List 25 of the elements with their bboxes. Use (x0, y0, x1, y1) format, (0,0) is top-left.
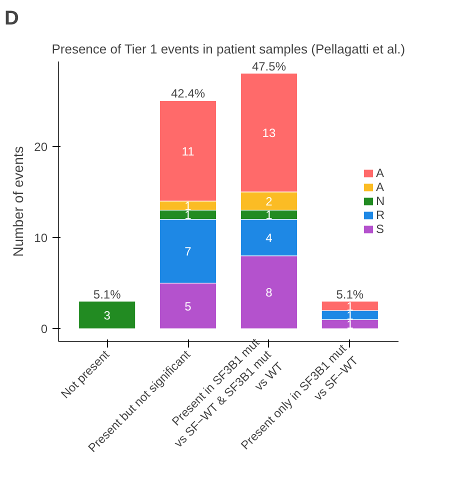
y-tick-label: 20 (34, 140, 48, 154)
legend-label: R (376, 208, 386, 222)
annotation: 5.1% (93, 287, 122, 302)
y-axis-title: Number of events (10, 146, 26, 257)
legend-label: S (376, 222, 386, 236)
data-label: 8 (266, 286, 273, 300)
data-label: 11 (182, 144, 195, 158)
annotation: 47.5% (252, 59, 286, 74)
data-label: 4 (266, 231, 273, 246)
y-tick-label: 10 (34, 231, 48, 246)
text: D (4, 8, 19, 30)
annotation: 5.1% (336, 287, 364, 302)
annotation: 42.4% (171, 86, 206, 101)
data-label: 1 (266, 208, 273, 222)
bar (78, 301, 136, 330)
legend-label: A (376, 166, 386, 180)
legend-label: N (376, 194, 386, 208)
data-label: 3 (104, 308, 111, 323)
chart-title: Presence of Tier 1 events in patient samples (Pellagatti et al.) (52, 42, 406, 56)
legend-label: A (376, 180, 386, 194)
data-label: 2 (266, 194, 273, 209)
y-tick-label: 0 (40, 322, 48, 336)
data-label: 7 (184, 244, 192, 259)
data-label: 13 (262, 126, 276, 140)
data-label: 5 (184, 299, 192, 314)
